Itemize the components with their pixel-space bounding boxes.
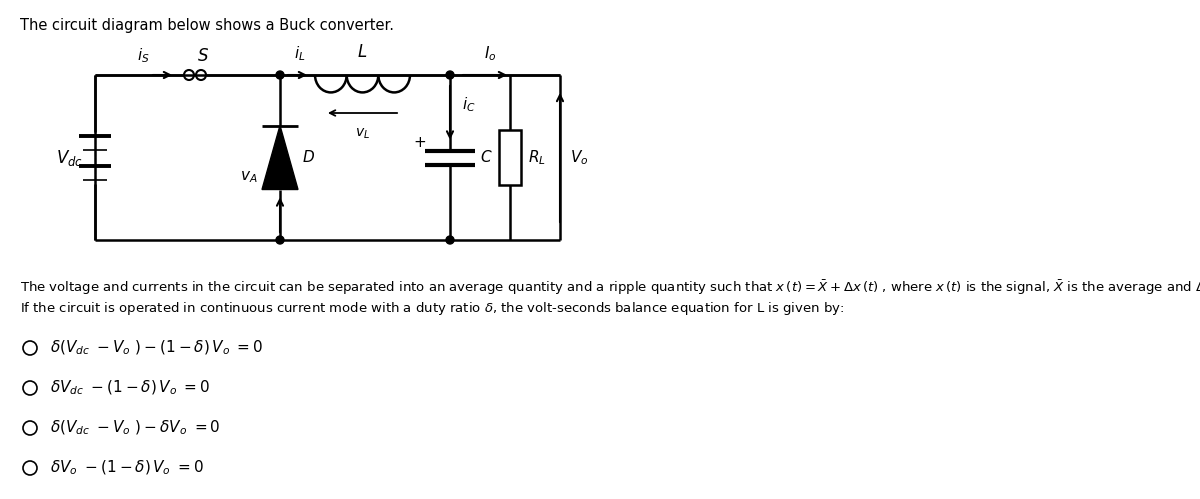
Polygon shape [262,126,298,190]
Circle shape [446,236,454,244]
Text: $v_L$: $v_L$ [355,127,370,141]
Text: If the circuit is operated in continuous current mode with a duty ratio $\delta$: If the circuit is operated in continuous… [20,300,845,317]
Bar [499,130,521,185]
Text: $i_L$: $i_L$ [294,44,306,63]
Text: The voltage and currents in the circuit can be separated into an average quantit: The voltage and currents in the circuit … [20,278,1200,296]
Text: $\delta V_{o}\ -(1-\delta)\,V_{o}\ =0$: $\delta V_{o}\ -(1-\delta)\,V_{o}\ =0$ [50,459,204,477]
Text: $S$: $S$ [197,47,209,65]
Text: $D$: $D$ [302,150,316,166]
Text: $C$: $C$ [480,150,492,166]
Circle shape [276,236,284,244]
Text: $V_{dc}$: $V_{dc}$ [56,148,83,168]
Text: $+$: $+$ [414,135,426,150]
Circle shape [446,71,454,79]
Text: $V_o$: $V_o$ [570,148,588,167]
Text: $v_A$: $v_A$ [240,170,258,185]
Text: $i_S$: $i_S$ [137,46,149,65]
Text: $\delta(V_{dc}\ -V_{o}\ )-\delta V_{o}\ =0$: $\delta(V_{dc}\ -V_{o}\ )-\delta V_{o}\ … [50,419,221,437]
Circle shape [276,71,284,79]
Text: $\delta V_{dc}\ -(1-\delta)\,V_{o}\ =0$: $\delta V_{dc}\ -(1-\delta)\,V_{o}\ =0$ [50,379,210,397]
Text: $I_o$: $I_o$ [484,44,497,63]
Text: $\delta(V_{dc}\ -V_{o}\ )-(1-\delta)\,V_{o}\ =0$: $\delta(V_{dc}\ -V_{o}\ )-(1-\delta)\,V_… [50,339,263,357]
Text: $L$: $L$ [358,43,367,61]
Text: $i_C$: $i_C$ [462,96,475,114]
Text: The circuit diagram below shows a Buck converter.: The circuit diagram below shows a Buck c… [20,18,394,33]
Text: $R_L$: $R_L$ [528,148,546,167]
